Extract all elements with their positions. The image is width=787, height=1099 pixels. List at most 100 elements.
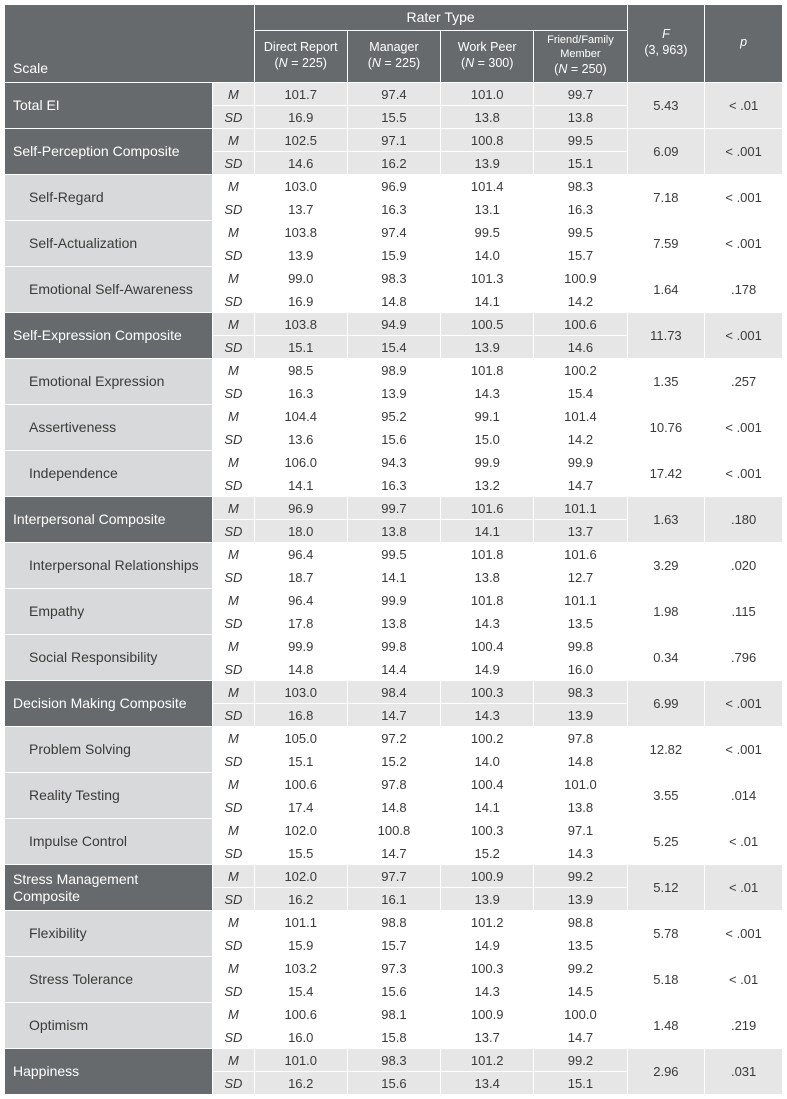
stat-M: M [213,1003,254,1026]
val-SD: 17.4 [254,796,347,819]
val-M: 100.5 [441,313,534,336]
val-M: 101.1 [534,589,627,612]
val-SD: 14.3 [534,842,627,865]
val-SD: 16.3 [347,474,440,497]
table-row: Self-ActualizationM103.897.499.599.57.59… [5,221,783,244]
scale-label: Self-Expression Composite [5,313,213,359]
val-M: 103.0 [254,681,347,704]
stat-M: M [213,221,254,244]
val-p: < .001 [705,313,783,359]
stat-M: M [213,911,254,934]
val-M: 101.2 [441,1049,534,1072]
val-M: 94.9 [347,313,440,336]
stat-M: M [213,589,254,612]
scale-label: Interpersonal Composite [5,497,213,543]
val-M: 103.8 [254,221,347,244]
val-F: 1.35 [627,359,705,405]
val-SD: 15.4 [347,336,440,359]
val-F: 17.42 [627,451,705,497]
val-F: 10.76 [627,405,705,451]
val-SD: 17.8 [254,612,347,635]
stat-SD: SD [213,658,254,681]
table-row: Stress ToleranceM103.297.3100.399.25.18<… [5,957,783,980]
val-M: 101.4 [534,405,627,428]
val-M: 94.3 [347,451,440,474]
val-M: 97.7 [347,865,440,888]
val-SD: 13.9 [534,888,627,911]
val-SD: 15.1 [534,152,627,175]
val-M: 100.9 [534,267,627,290]
val-SD: 14.7 [534,1026,627,1049]
val-M: 97.8 [347,773,440,796]
val-SD: 14.2 [534,290,627,313]
val-M: 101.6 [534,543,627,566]
val-M: 100.4 [441,635,534,658]
table-row: Problem SolvingM105.097.2100.297.812.82<… [5,727,783,750]
val-M: 98.9 [347,359,440,382]
scale-label: Decision Making Composite [5,681,213,727]
val-SD: 13.9 [441,152,534,175]
stat-M: M [213,359,254,382]
val-SD: 16.3 [254,382,347,405]
val-M: 96.4 [254,543,347,566]
val-SD: 14.3 [441,382,534,405]
val-M: 97.3 [347,957,440,980]
stat-M: M [213,635,254,658]
stat-SD: SD [213,520,254,543]
val-M: 96.9 [347,175,440,198]
val-SD: 14.7 [347,842,440,865]
stat-SD: SD [213,1072,254,1095]
val-M: 97.1 [534,819,627,842]
val-SD: 14.8 [347,290,440,313]
table-row: Interpersonal CompositeM96.999.7101.6101… [5,497,783,520]
hdr-rater-col-3: Friend/Family Member(N = 250) [534,31,627,83]
hdr-rater-col-1: Manager(N = 225) [347,31,440,83]
val-SD: 13.7 [441,1026,534,1049]
val-p: .115 [705,589,783,635]
table-row: Social ResponsibilityM99.999.8100.499.80… [5,635,783,658]
scale-label: Optimism [5,1003,213,1049]
val-M: 99.5 [534,221,627,244]
val-F: 1.48 [627,1003,705,1049]
scale-label: Stress Tolerance [5,957,213,1003]
val-p: < .001 [705,221,783,267]
val-p: .257 [705,359,783,405]
hdr-rater-col-0: Direct Report(N = 225) [254,31,347,83]
val-SD: 15.7 [534,244,627,267]
val-M: 100.9 [441,865,534,888]
table-row: OptimismM100.698.1100.9100.01.48.219 [5,1003,783,1026]
val-M: 100.2 [534,359,627,382]
val-p: < .01 [705,957,783,1003]
stat-M: M [213,497,254,520]
val-SD: 13.8 [534,106,627,129]
stat-M: M [213,1049,254,1072]
val-F: 5.25 [627,819,705,865]
val-M: 98.1 [347,1003,440,1026]
stat-SD: SD [213,612,254,635]
val-SD: 15.8 [347,1026,440,1049]
stat-SD: SD [213,566,254,589]
val-p: < .001 [705,405,783,451]
val-SD: 13.8 [441,106,534,129]
val-SD: 15.0 [441,428,534,451]
val-M: 100.6 [534,313,627,336]
stat-SD: SD [213,1026,254,1049]
val-SD: 15.1 [534,1072,627,1095]
table-row: Stress Management CompositeM102.097.7100… [5,865,783,888]
val-M: 99.9 [254,635,347,658]
val-M: 103.8 [254,313,347,336]
val-F: 1.63 [627,497,705,543]
val-SD: 16.2 [254,1072,347,1095]
table-row: Self-RegardM103.096.9101.498.37.18< .001 [5,175,783,198]
val-SD: 14.3 [441,704,534,727]
val-SD: 13.1 [441,198,534,221]
table-row: EmpathyM96.499.9101.8101.11.98.115 [5,589,783,612]
val-SD: 13.5 [534,934,627,957]
val-F: 5.78 [627,911,705,957]
val-M: 101.8 [441,359,534,382]
val-p: .180 [705,497,783,543]
val-F: 2.96 [627,1049,705,1095]
table-head: Scale Rater Type F(3, 963) p Direct Repo… [5,5,783,83]
val-SD: 16.3 [347,198,440,221]
val-M: 102.0 [254,865,347,888]
